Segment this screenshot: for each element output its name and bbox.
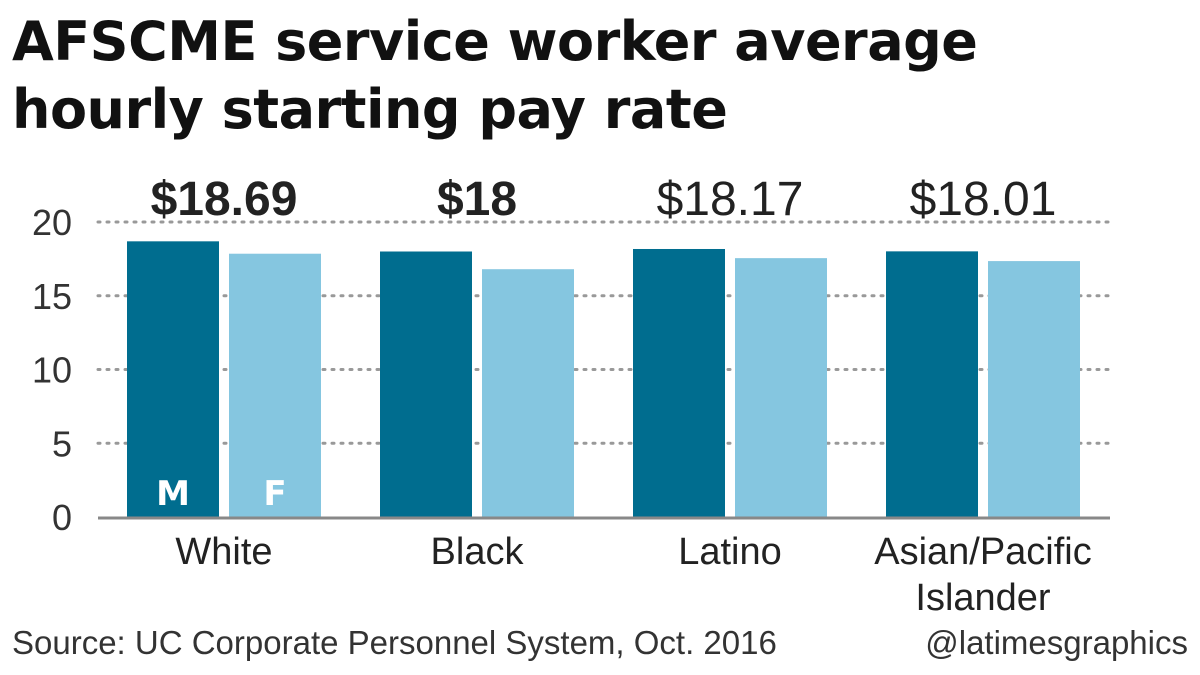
value-label-3: $18.01 xyxy=(910,173,1057,226)
value-label-1: $18 xyxy=(437,173,517,226)
bars xyxy=(127,241,1080,518)
y-tick-label: 10 xyxy=(32,350,72,391)
bar-m-2 xyxy=(633,248,725,517)
category-label-2: Latino xyxy=(678,531,782,573)
category-label-1: Black xyxy=(431,531,525,573)
bar-f-3 xyxy=(988,261,1080,517)
gridlines xyxy=(96,220,1112,445)
bar-series-label-m: M xyxy=(156,474,190,514)
credit-handle: @latimesgraphics xyxy=(925,624,1188,661)
y-tick-label: 5 xyxy=(52,423,72,464)
y-tick-label: 20 xyxy=(32,202,72,243)
y-tick-label: 15 xyxy=(32,276,72,317)
category-label-3: Asian/Pacific xyxy=(874,531,1092,573)
bar-f-2 xyxy=(735,258,827,517)
bar-m-3 xyxy=(886,251,978,518)
value-label-0: $18.69 xyxy=(151,173,298,226)
chart-title: AFSCME service worker average hourly sta… xyxy=(12,10,978,141)
y-tick-label: 0 xyxy=(52,497,72,538)
bar-m-1 xyxy=(380,251,472,517)
value-label-2: $18.17 xyxy=(657,173,804,226)
labels: 0 5 10 15 20 M F $18.69 White $18 Black $18.17 Latin… xyxy=(32,173,1092,619)
source-note: Source: UC Corporate Personnel System, O… xyxy=(12,624,777,661)
category-label-3: Islander xyxy=(915,577,1051,619)
category-label-0: White xyxy=(175,531,272,573)
bar-m-0 xyxy=(127,241,219,517)
bar-f-0 xyxy=(229,253,321,517)
bar-series-label-f: F xyxy=(263,474,286,514)
bar-f-1 xyxy=(482,269,574,517)
